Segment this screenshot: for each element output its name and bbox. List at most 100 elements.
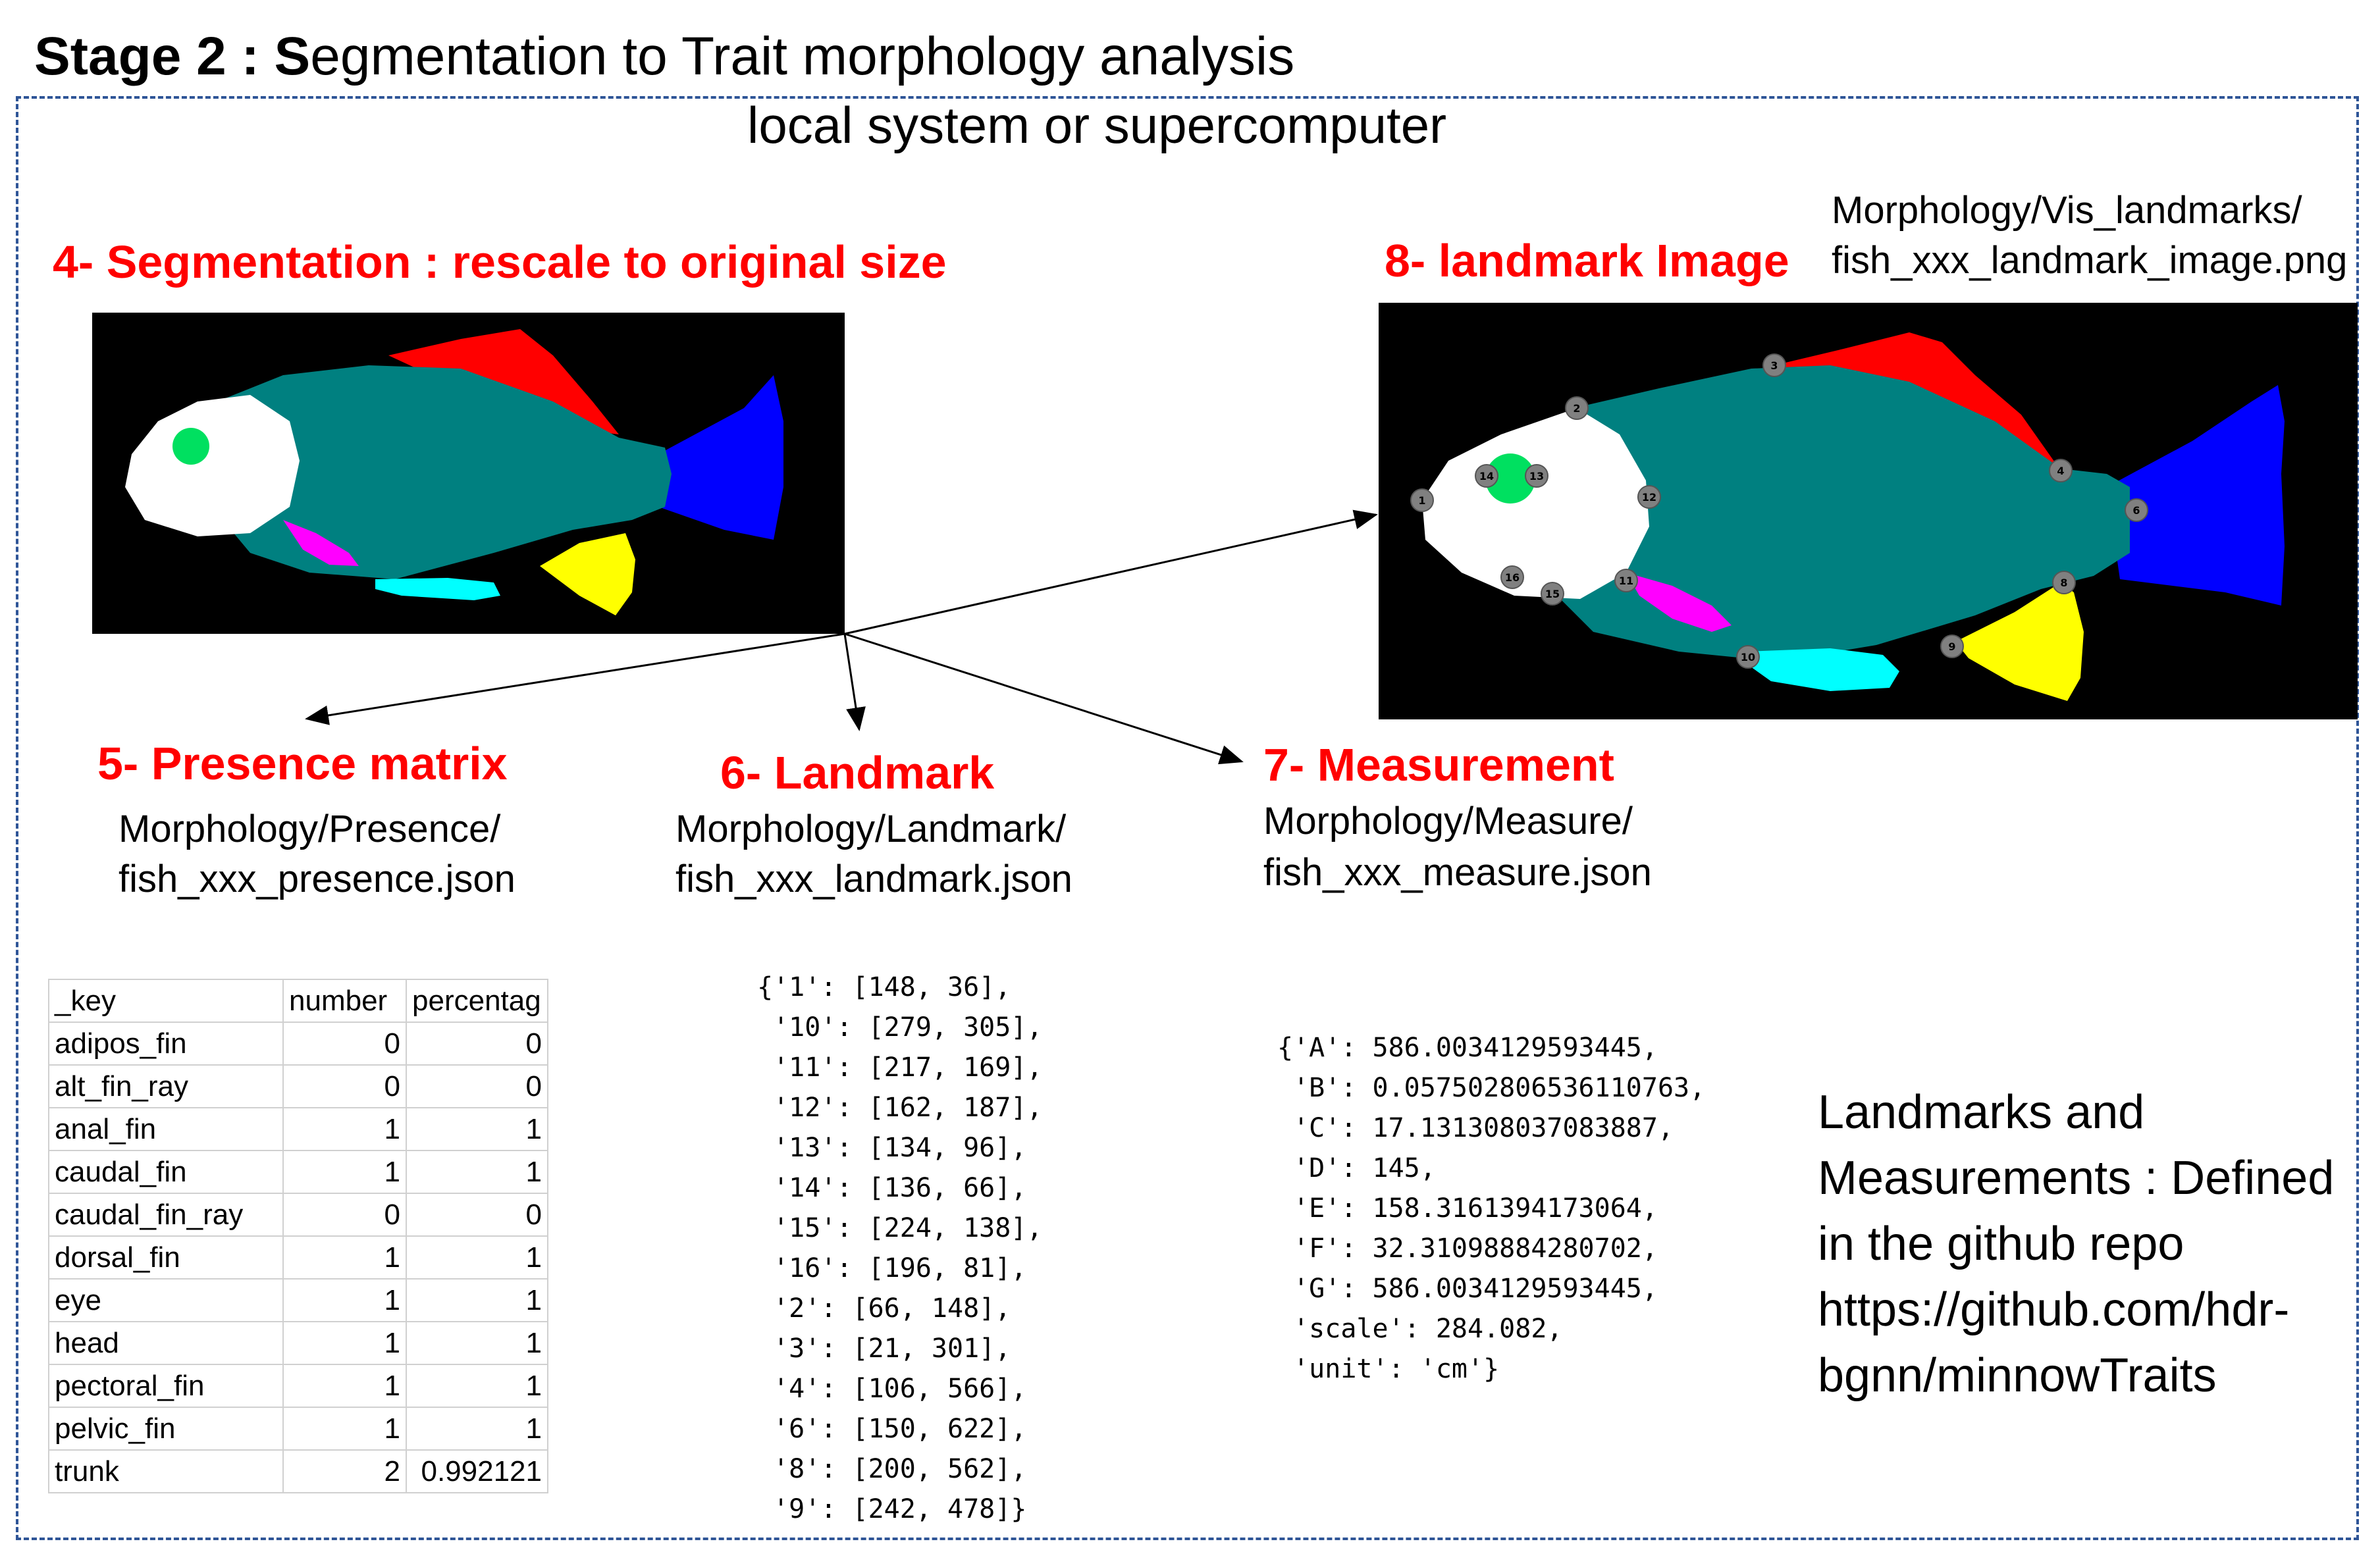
- landmark-point-4: 4: [2049, 459, 2073, 482]
- landmark-heading: 6- Landmark: [720, 747, 995, 798]
- presence-table-header: _key number percentag: [48, 979, 548, 1023]
- row-percentage: 0: [406, 1064, 548, 1108]
- landmark-dot: [1762, 353, 1786, 377]
- landmark-point-3: 3: [1762, 353, 1786, 377]
- landmark-dot: [1410, 488, 1434, 512]
- header-percentage: percentag: [406, 979, 548, 1023]
- landmark-label: 3: [1770, 359, 1778, 372]
- landmark-label: 11: [1619, 575, 1633, 587]
- landmark-label: 8: [2060, 577, 2067, 589]
- landmark-label: 10: [1741, 651, 1755, 663]
- segmentation-heading: 4- Segmentation : rescale to original si…: [53, 236, 947, 288]
- row-percentage: 1: [406, 1235, 548, 1280]
- measurement-path-2: fish_xxx_measure.json: [1263, 851, 1652, 894]
- landmark-label: 16: [1505, 571, 1520, 584]
- row-percentage: 1: [406, 1150, 548, 1194]
- landmark-dot: [2125, 498, 2148, 522]
- table-row: caudal_fin 1 1: [48, 1150, 548, 1194]
- table-row: adipos_fin 0 0: [48, 1022, 548, 1066]
- landmark-image-path-2: fish_xxx_landmark_image.png: [1832, 239, 2348, 282]
- landmark-point-13: 13: [1525, 464, 1548, 488]
- head: [125, 395, 300, 536]
- lm-pelvic-fin: [1745, 648, 1899, 691]
- caudal-fin: [658, 375, 783, 540]
- row-number: 1: [282, 1235, 407, 1280]
- row-number: 2: [282, 1449, 407, 1493]
- definitions-note: Landmarks and Measurements : Defined in …: [1818, 1086, 2335, 1402]
- table-row: eye 1 1: [48, 1278, 548, 1322]
- row-number: 1: [282, 1407, 407, 1451]
- arrow-to-landmark-image: [844, 509, 1378, 635]
- row-key: anal_fin: [48, 1107, 284, 1151]
- row-percentage: 1: [406, 1278, 548, 1322]
- row-key: eye: [48, 1278, 284, 1322]
- row-percentage: 1: [406, 1321, 548, 1365]
- row-key: adipos_fin: [48, 1022, 284, 1066]
- arrow-to-landmark: [843, 633, 866, 731]
- landmark-label: 9: [1948, 640, 1955, 653]
- landmark-point-15: 15: [1541, 582, 1564, 606]
- measurement-path-1: Morphology/Measure/: [1263, 800, 1633, 842]
- presence-table: _key number percentag adipos_fin 0 0 alt_f…: [48, 979, 548, 1493]
- row-key: pelvic_fin: [48, 1407, 284, 1451]
- landmark-point-6: 6: [2125, 498, 2148, 522]
- landmark-label: 1: [1418, 494, 1425, 507]
- landmark-point-9: 9: [1940, 634, 1964, 658]
- row-number: 0: [282, 1022, 407, 1066]
- row-percentage: 0.992121: [406, 1449, 548, 1493]
- landmark-dot: [1541, 582, 1564, 606]
- landmark-point-2: 2: [1565, 396, 1589, 420]
- landmark-point-14: 14: [1475, 464, 1498, 488]
- table-row: dorsal_fin 1 1: [48, 1235, 548, 1280]
- measurement-heading: 7- Measurement: [1263, 739, 1614, 790]
- landmark-dot: [1500, 565, 1524, 589]
- row-key: trunk: [48, 1449, 284, 1493]
- landmark-point-1: 1: [1410, 488, 1434, 512]
- row-number: 1: [282, 1278, 407, 1322]
- row-percentage: 1: [406, 1364, 548, 1408]
- subtitle: local system or supercomputer: [747, 96, 1447, 154]
- pectoral-fin: [283, 520, 359, 566]
- landmark-label: 14: [1479, 470, 1494, 482]
- row-key: alt_fin_ray: [48, 1064, 284, 1108]
- row-percentage: 0: [406, 1022, 548, 1066]
- landmark-label: 2: [1573, 402, 1580, 415]
- lm-caudal-fin: [2107, 385, 2285, 606]
- landmark-point-11: 11: [1614, 569, 1638, 592]
- header-key: _key: [48, 979, 284, 1023]
- row-key: caudal_fin: [48, 1150, 284, 1194]
- row-number: 1: [282, 1364, 407, 1408]
- table-row: head 1 1: [48, 1321, 548, 1365]
- landmark-dot: [2052, 571, 2076, 594]
- table-row: caudal_fin_ray 0 0: [48, 1193, 548, 1237]
- measure-json: {'A': 586.0034129593445, 'B': 0.05750280…: [1277, 1033, 1706, 1384]
- row-number: 0: [282, 1064, 407, 1108]
- row-percentage: 0: [406, 1193, 548, 1237]
- landmark-label: 15: [1545, 588, 1560, 600]
- lm-anal-fin: [1955, 582, 2084, 701]
- landmark-image-heading: 8- landmark Image: [1385, 235, 1789, 286]
- lm-pectoral-fin: [1626, 573, 1732, 632]
- landmark-label: 13: [1529, 470, 1544, 482]
- landmark-point-12: 12: [1637, 485, 1661, 509]
- trunk: [204, 365, 672, 579]
- landmark-dot: [1637, 485, 1661, 509]
- row-key: pectoral_fin: [48, 1364, 284, 1408]
- landmark-dot: [1525, 464, 1548, 488]
- landmark-dot: [1614, 569, 1638, 592]
- eye: [172, 428, 209, 465]
- table-row: alt_fin_ray 0 0: [48, 1064, 548, 1108]
- row-key: dorsal_fin: [48, 1235, 284, 1280]
- table-row: anal_fin 1 1: [48, 1107, 548, 1151]
- table-row: trunk 2 0.992121: [48, 1449, 548, 1493]
- row-key: head: [48, 1321, 284, 1365]
- landmark-dot: [1736, 645, 1760, 669]
- landmark-path-2: fish_xxx_landmark.json: [675, 858, 1072, 900]
- landmark-dot: [1475, 464, 1498, 488]
- row-number: 1: [282, 1107, 407, 1151]
- arrow-to-presence: [305, 633, 845, 725]
- lm-trunk: [1547, 365, 2130, 661]
